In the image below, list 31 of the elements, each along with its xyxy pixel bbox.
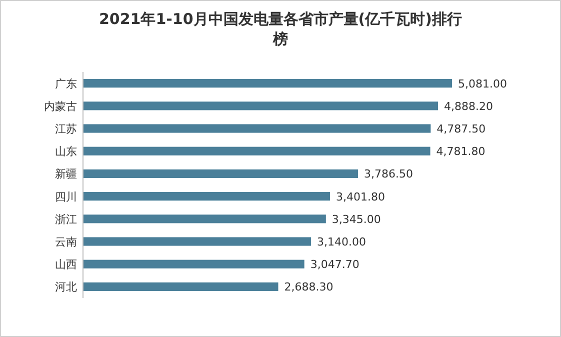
bar <box>83 79 452 88</box>
y-tick-label: 广东 <box>55 77 77 90</box>
bar <box>83 282 278 291</box>
data-label: 4,781.80 <box>436 145 486 158</box>
y-tick-label: 山西 <box>55 258 77 272</box>
bar <box>83 192 330 201</box>
bar <box>83 124 431 133</box>
y-tick-label: 河北 <box>55 280 77 294</box>
bar <box>83 237 312 246</box>
y-tick-label: 内蒙古 <box>44 100 77 113</box>
data-label: 3,140.00 <box>317 236 366 248</box>
y-tick-label: 浙江 <box>55 212 77 226</box>
bar <box>83 169 358 178</box>
data-label: 4,787.50 <box>436 122 486 136</box>
data-label: 3,786.50 <box>364 168 413 181</box>
data-label: 3,401.80 <box>336 190 386 204</box>
y-tick-label: 新疆 <box>55 168 77 181</box>
y-tick-label: 云南 <box>55 236 77 248</box>
y-tick-label: 山东 <box>55 145 77 158</box>
bar <box>83 260 304 268</box>
bar <box>83 214 326 224</box>
data-label: 3,047.70 <box>310 258 360 272</box>
bar <box>83 146 430 156</box>
y-tick-label: 江苏 <box>55 122 77 136</box>
data-label: 5,081.00 <box>458 77 507 90</box>
y-tick-label: 四川 <box>55 190 77 204</box>
data-label: 2,688.30 <box>284 280 334 294</box>
data-label: 4,888.20 <box>444 100 493 113</box>
data-label: 3,345.00 <box>332 212 381 226</box>
chart-title: 2021年1-10月中国发电量各省市产量(亿千瓦时)排行榜 <box>99 10 462 48</box>
bar <box>83 102 438 110</box>
